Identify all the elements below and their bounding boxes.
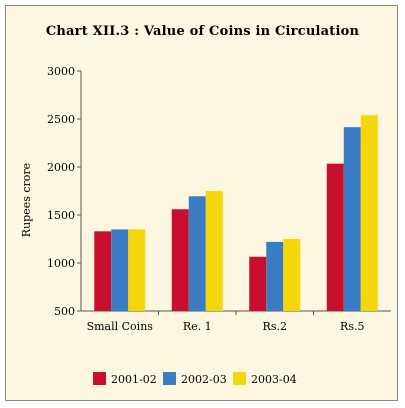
bar — [360, 115, 378, 311]
bar-chart: 500 1000 1500 2000 2500 3000 Small Coins Re. 1… — [20, 65, 391, 386]
bar — [343, 127, 361, 311]
y-tick-label: 1500 — [47, 209, 75, 222]
bar — [266, 241, 284, 311]
bar — [128, 229, 146, 311]
x-tick-label: Small Coins — [87, 320, 154, 333]
y-tick-label: 500 — [54, 305, 75, 318]
bar — [111, 229, 129, 311]
y-tick-label: 2500 — [47, 113, 75, 126]
x-tick-label: Rs.5 — [340, 320, 364, 333]
y-tick-label: 2000 — [47, 161, 75, 174]
bar — [171, 209, 189, 311]
bar — [249, 256, 267, 311]
y-tick-label: 3000 — [47, 65, 75, 78]
bar — [94, 231, 112, 311]
bar — [188, 196, 206, 311]
bars — [94, 115, 378, 311]
y-ticks: 500 1000 1500 2000 2500 3000 — [47, 65, 81, 318]
x-ticks: Small Coins Re. 1 Rs.2 Rs.5 — [87, 311, 364, 333]
bar — [205, 191, 223, 311]
legend-label: 2002-03 — [181, 373, 227, 386]
legend-swatch — [163, 372, 176, 385]
x-tick-label: Re. 1 — [183, 320, 212, 333]
bar — [326, 163, 344, 311]
x-tick-label: Rs.2 — [263, 320, 287, 333]
legend-label: 2001-02 — [111, 373, 157, 386]
legend-swatch — [233, 372, 246, 385]
chart-title: Chart XII.3 : Value of Coins in Circulat… — [45, 24, 360, 39]
legend: 2001-02 2002-03 2003-04 — [93, 372, 297, 386]
bar — [283, 239, 301, 311]
chart-frame: Chart XII.3 : Value of Coins in Circulat… — [5, 5, 398, 401]
y-axis-label: Rupees crore — [20, 163, 33, 237]
y-tick-label: 1000 — [47, 257, 75, 270]
legend-swatch — [93, 372, 106, 385]
legend-label: 2003-04 — [251, 373, 297, 386]
